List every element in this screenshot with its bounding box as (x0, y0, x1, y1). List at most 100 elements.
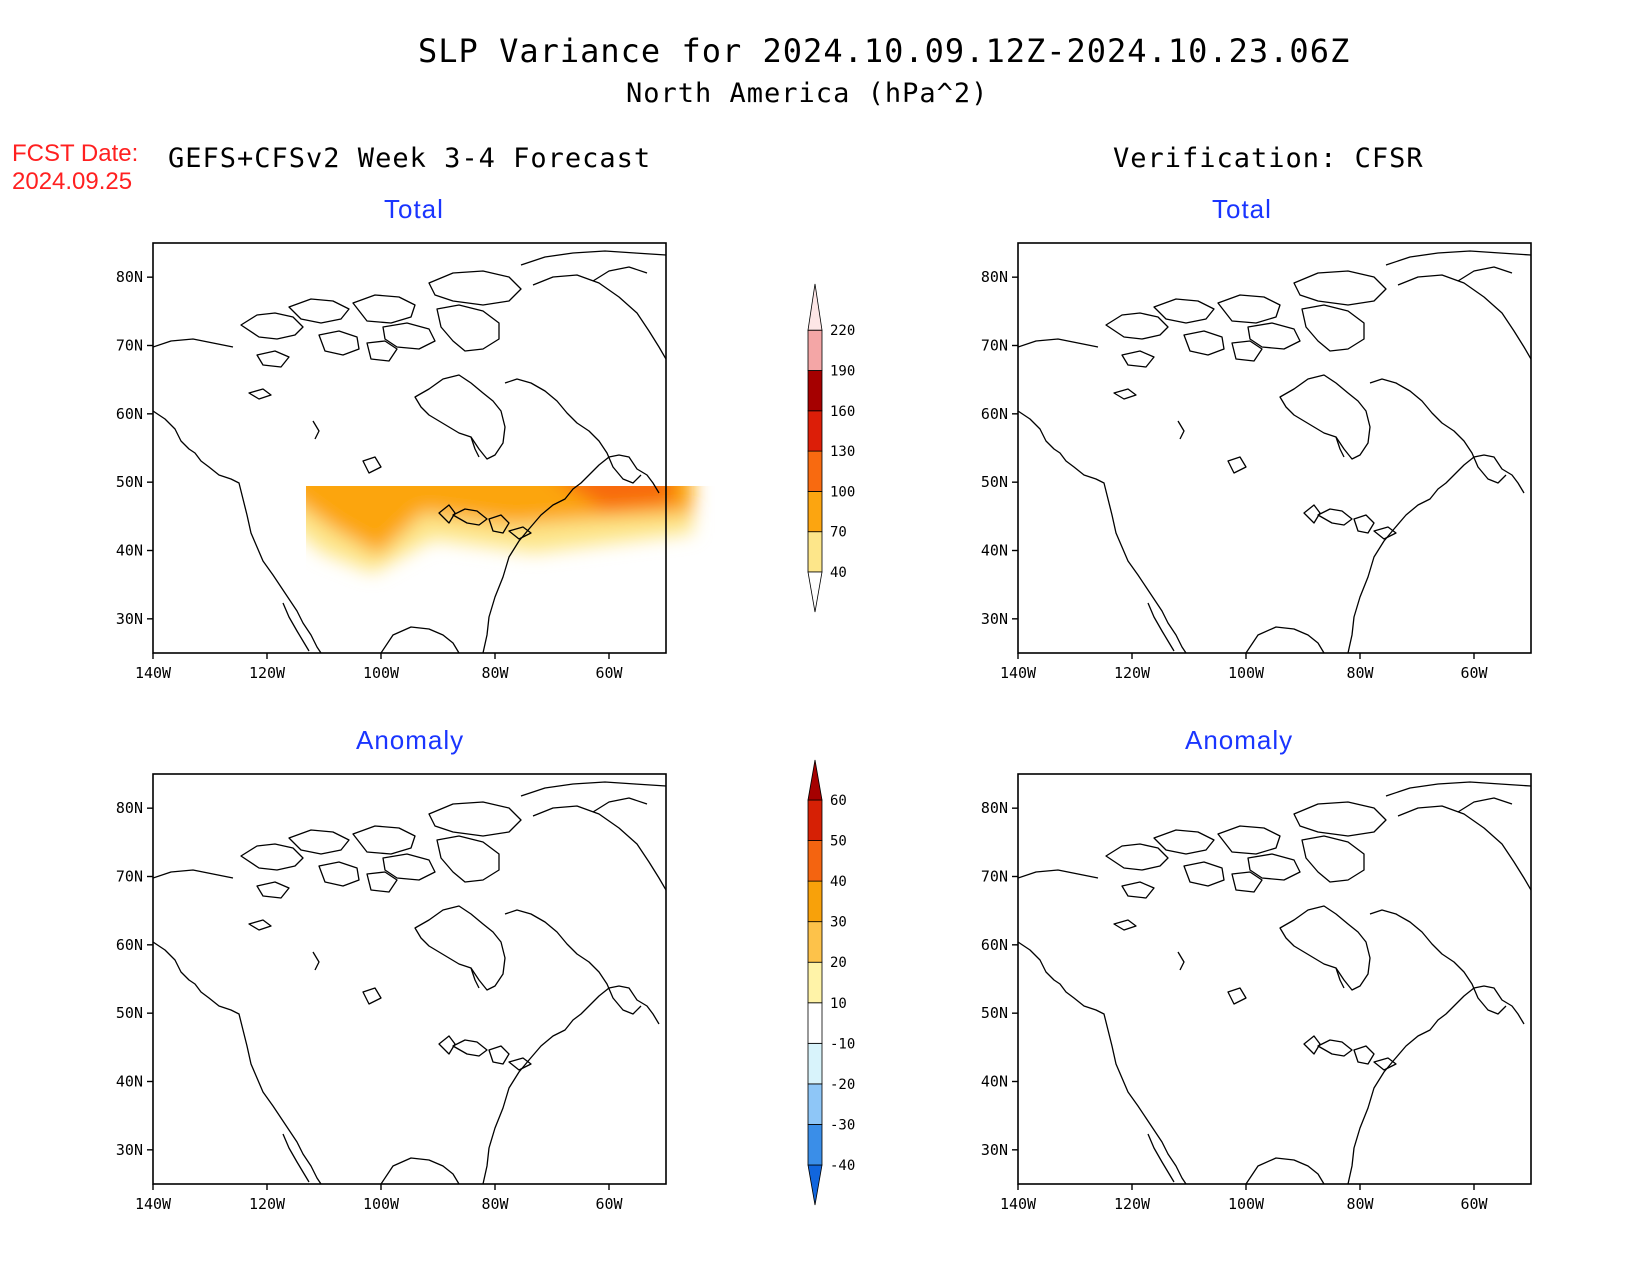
map-frame (152, 773, 667, 1185)
colorbar-anomaly-end-high (807, 759, 823, 801)
colorbar-total-label: 40 (830, 565, 847, 581)
lon-tick-label: 140W (1000, 1195, 1037, 1213)
colorbar-anomaly-segment (807, 880, 823, 923)
colorbar-anomaly-label: 40 (830, 874, 847, 890)
lat-tick-label: 40N (116, 1073, 143, 1091)
lon-tick-label: 120W (1114, 1195, 1151, 1213)
panel-verif-total (998, 233, 1558, 573)
lat-tick-label: 30N (116, 610, 143, 628)
colorbar-anomaly-label: -30 (830, 1117, 855, 1133)
coastline-verif-total (1018, 250, 1531, 653)
panel-title-verif-total: Total (1212, 194, 1272, 224)
main-title: SLP Variance for 2024.10.09.12Z-2024.10.… (418, 32, 1351, 70)
lat-tick-label: 40N (116, 542, 143, 560)
colorbar-anomaly-label: -20 (830, 1077, 855, 1093)
colorbar-anomaly-segment (807, 1042, 823, 1085)
colorbar-anomaly-segment (807, 1002, 823, 1044)
panel-verif-anomaly (998, 794, 1558, 1170)
lat-tick-label: 80N (116, 268, 143, 286)
colorbar-total-segment (807, 490, 823, 533)
colorbar-anomaly-label: 50 (830, 834, 847, 850)
lon-tick-label: 140W (135, 1195, 172, 1213)
colorbar-anomaly-segment (807, 840, 823, 882)
colorbar-anomaly-end-low (807, 1164, 823, 1206)
forecast-header: GEFS+CFSv2 Week 3-4 Forecast (168, 143, 652, 174)
lat-tick-label: 40N (981, 542, 1008, 560)
colorbar-anomaly-label: 60 (830, 793, 847, 809)
panel-title-verif-anomaly: Anomaly (1185, 725, 1294, 755)
lon-tick-label: 80W (1346, 664, 1374, 682)
verification-header: Verification: CFSR (1113, 143, 1424, 174)
colorbar-anomaly-label: -40 (830, 1158, 855, 1174)
colorbar-total-end-high (807, 283, 823, 331)
lat-tick-label: 70N (981, 337, 1008, 355)
lon-tick-label: 80W (481, 664, 509, 682)
axes-verif-anomaly: 140W 120W 100W 80W 60W 80N 70N 60N 50N 40N 30N (981, 773, 1532, 1213)
lat-tick-label: 60N (981, 405, 1008, 423)
colorbar-anomaly-segment (807, 799, 823, 841)
colorbar-total: 40 70 100 130 160 190 220 (807, 283, 855, 613)
lat-tick-label: 70N (116, 868, 143, 886)
lat-tick-label: 30N (981, 1141, 1008, 1159)
lon-tick-label: 60W (1460, 664, 1488, 682)
lon-tick-label: 140W (1000, 664, 1037, 682)
lon-tick-label: 120W (249, 1195, 286, 1213)
axes-fcst-anomaly: 140W 120W 100W 80W 60W 80N 70N 60N 50N 40N 30N (116, 773, 667, 1213)
lat-tick-label: 50N (116, 473, 143, 491)
colorbar-total-label: 70 (830, 525, 847, 541)
lat-tick-label: 80N (116, 799, 143, 817)
lon-tick-label: 80W (481, 1195, 509, 1213)
lat-tick-label: 30N (981, 610, 1008, 628)
lat-tick-label: 80N (981, 799, 1008, 817)
colorbar-anomaly-segment (807, 921, 823, 963)
lon-tick-label: 100W (1228, 664, 1265, 682)
lon-tick-label: 100W (1228, 1195, 1265, 1213)
colorbar-anomaly: -40 -30 -20 -10 10 20 30 40 50 60 (807, 759, 855, 1206)
lat-tick-label: 60N (116, 936, 143, 954)
colorbar-total-label: 160 (830, 404, 855, 420)
colorbar-anomaly-label: 30 (830, 915, 847, 931)
colorbar-anomaly-label: -10 (830, 1036, 855, 1052)
panel-title-fcst-total: Total (384, 194, 444, 224)
lat-tick-label: 80N (981, 268, 1008, 286)
fcst-date-value: 2024.09.25 (12, 168, 133, 195)
lon-tick-label: 60W (595, 1195, 623, 1213)
fcst-date-label: FCST Date: (12, 140, 139, 167)
colorbar-total-segment (807, 410, 823, 452)
lon-tick-label: 60W (1460, 1195, 1488, 1213)
axes-fcst-total: 140W 120W 100W 80W 60W 80N 70N 60N 50N 40N 30N (116, 242, 667, 682)
colorbar-anomaly-label: 10 (830, 996, 847, 1012)
colorbar-total-segment (807, 329, 823, 371)
lat-tick-label: 60N (116, 405, 143, 423)
axes-verif-total: 140W 120W 100W 80W 60W 80N 70N 60N 50N 40N 30N (981, 242, 1532, 682)
lon-tick-label: 140W (135, 664, 172, 682)
lat-tick-label: 30N (116, 1141, 143, 1159)
colorbar-anomaly-segment (807, 1083, 823, 1125)
lon-tick-label: 60W (595, 664, 623, 682)
lat-tick-label: 60N (981, 936, 1008, 954)
colorbar-anomaly-segment (807, 961, 823, 1004)
colorbar-total-end-low (807, 571, 823, 613)
panel-title-fcst-anomaly: Anomaly (356, 725, 465, 755)
map-frame (1017, 773, 1532, 1185)
lon-tick-label: 100W (363, 664, 400, 682)
lon-tick-label: 100W (363, 1195, 400, 1213)
colorbar-anomaly-segment (807, 1124, 823, 1166)
lat-tick-label: 50N (981, 1004, 1008, 1022)
coastline-verif-anomaly (1018, 781, 1531, 1184)
panel-fcst-anomaly (133, 810, 663, 1084)
colorbar-total-label: 220 (830, 323, 855, 339)
colorbar-total-label: 100 (830, 484, 855, 500)
colorbar-total-label: 190 (830, 364, 855, 380)
lat-tick-label: 50N (116, 1004, 143, 1022)
lon-tick-label: 120W (1114, 664, 1151, 682)
lat-tick-label: 70N (981, 868, 1008, 886)
subtitle: North America (hPa^2) (626, 78, 989, 109)
map-frame (152, 242, 667, 654)
lon-tick-label: 120W (249, 664, 286, 682)
lon-tick-label: 80W (1346, 1195, 1374, 1213)
map-frame (1017, 242, 1532, 654)
panel-fcst-total (306, 486, 693, 573)
colorbar-total-segment (807, 370, 823, 412)
